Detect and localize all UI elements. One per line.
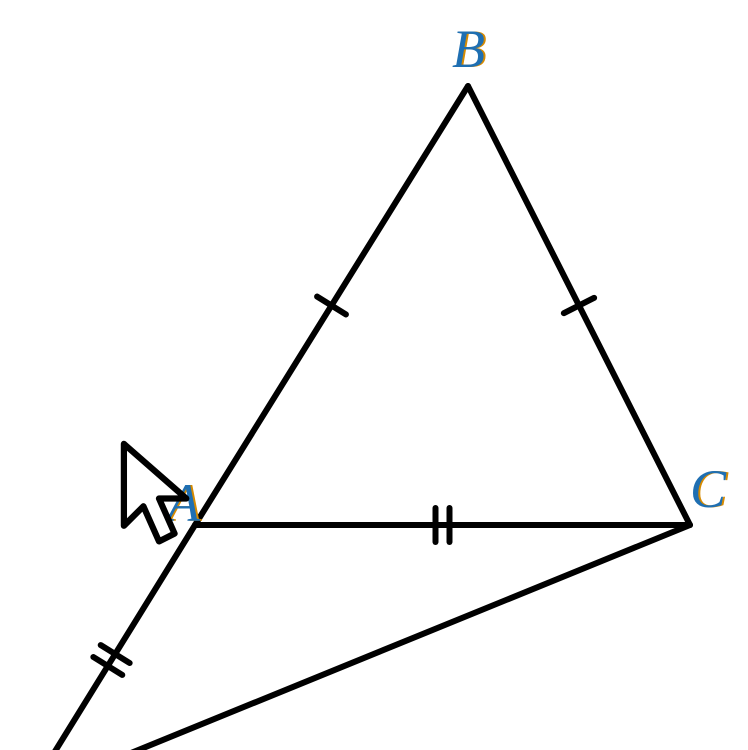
triangle-diagram bbox=[0, 0, 748, 750]
